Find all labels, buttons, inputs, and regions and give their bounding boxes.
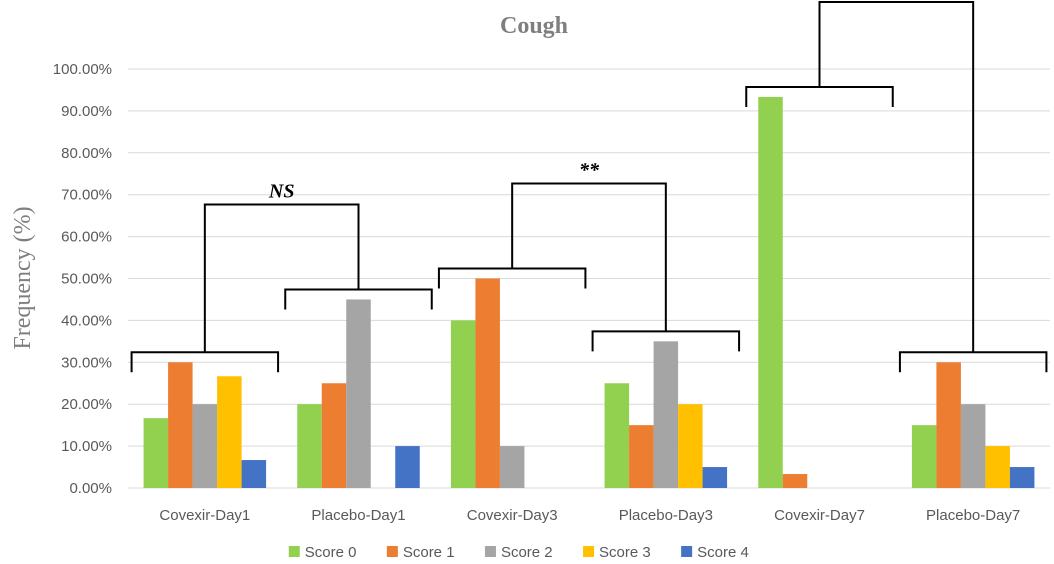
- bar: [782, 474, 808, 488]
- legend: Score 0 Score 1 Score 2 Score 3 Score 4: [288, 544, 749, 561]
- y-tick-labels: 0.00% 10.00% 20.00% 30.00% 40.00% 50.00% 60.00…: [53, 61, 112, 497]
- bar: [450, 320, 476, 488]
- bar: [143, 418, 169, 488]
- bar: [758, 96, 783, 488]
- y-tick-label: 10.00%: [61, 438, 112, 455]
- legend-label: Score 2: [501, 544, 553, 561]
- bar: [629, 425, 654, 488]
- legend-label: Score 3: [599, 544, 651, 561]
- legend-swatch: [288, 546, 300, 557]
- bar: [678, 404, 703, 488]
- y-axis-label: Frequency (%): [10, 206, 36, 349]
- legend-label: Score 1: [403, 544, 455, 561]
- legend-label: Score 0: [305, 544, 357, 561]
- bar: [168, 362, 193, 488]
- category-label: Placebo-Day7: [926, 507, 1020, 524]
- comparison-bracket: [203, 203, 360, 353]
- bar: [653, 341, 679, 488]
- category-labels: Covexir-Day1 Placebo-Day1 Covexir-Day3 Plac…: [159, 507, 1020, 524]
- y-tick-label: 30.00%: [61, 354, 112, 371]
- bar: [192, 404, 218, 488]
- category-label: Covexir-Day1: [159, 507, 250, 524]
- bar: [911, 425, 937, 488]
- bar: [217, 376, 242, 488]
- y-tick-label: 90.00%: [61, 103, 112, 120]
- y-tick-label: 50.00%: [61, 271, 112, 288]
- y-tick-label: 0.00%: [69, 480, 112, 497]
- bar: [241, 460, 267, 488]
- legend-swatch: [583, 546, 595, 557]
- bar: [499, 446, 525, 488]
- category-label: Covexir-Day3: [467, 507, 558, 524]
- legend-swatch: [681, 546, 693, 557]
- y-tick-label: 20.00%: [61, 396, 112, 413]
- y-tick-label: 70.00%: [61, 187, 112, 204]
- significance-label: NS: [268, 180, 295, 202]
- gridlines: [128, 68, 1050, 489]
- legend-swatch: [484, 546, 496, 557]
- y-tick-label: 100.00%: [53, 61, 112, 78]
- bar: [297, 404, 322, 488]
- bar: [604, 383, 630, 488]
- legend-swatch: [386, 546, 398, 557]
- bar: [702, 467, 728, 488]
- y-tick-label: 40.00%: [61, 312, 112, 329]
- bar: [960, 404, 986, 488]
- significance-label: **: [579, 160, 600, 182]
- category-label: Placebo-Day1: [311, 507, 405, 524]
- category-label: Covexir-Day7: [774, 507, 865, 524]
- bar: [936, 362, 961, 488]
- bar: [985, 446, 1010, 488]
- bar: [1009, 467, 1035, 488]
- bar: [395, 446, 420, 488]
- legend-label: Score 4: [697, 544, 749, 561]
- y-tick-label: 80.00%: [61, 145, 112, 162]
- bar: [321, 383, 347, 488]
- bar: [475, 278, 500, 488]
- y-tick-label: 60.00%: [61, 229, 112, 246]
- chart-title: Cough: [500, 13, 568, 39]
- bars: [143, 96, 1035, 488]
- category-label: Placebo-Day3: [619, 507, 713, 524]
- comparison-bracket: [818, 0, 975, 353]
- significance-brackets: NS*****: [130, 0, 1048, 373]
- bar: [346, 299, 371, 488]
- comparison-bracket: [511, 182, 667, 332]
